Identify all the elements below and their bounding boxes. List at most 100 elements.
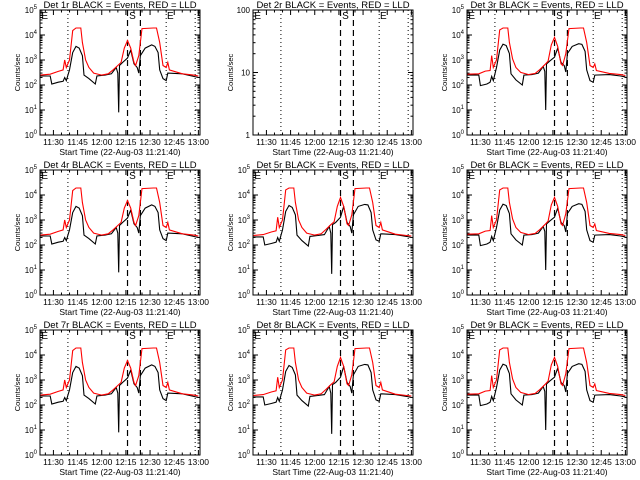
x-tick-label: 12:00 (518, 137, 540, 147)
chart-title: Det 6r BLACK = Events, RED = LLD (470, 160, 623, 171)
x-tick-label: 11:30 (43, 137, 64, 147)
series-line-events (253, 203, 412, 274)
x-tick-label: 12:45 (591, 297, 613, 307)
y-axis-label: Counts/sec (226, 53, 235, 91)
x-axis-label: Start Time (22-Aug-03 11:21:40) (59, 147, 180, 157)
y-tick-label: 10 (241, 69, 250, 78)
event-marker-label: S (342, 11, 349, 22)
event-marker-label: S (129, 171, 136, 182)
y-tick-exponent: 1 (34, 265, 38, 271)
series-line-lld (40, 347, 199, 397)
y-tick-base: 10 (25, 291, 34, 300)
y-tick-label: 105 (25, 165, 38, 175)
y-tick-exponent: 5 (247, 325, 251, 331)
x-tick-label: 11:45 (494, 297, 515, 307)
x-tick-label: 12:15 (115, 457, 137, 467)
series-line-events (40, 364, 199, 433)
y-tick-base: 10 (25, 191, 34, 200)
y-tick-label: 105 (452, 165, 465, 175)
y-tick-exponent: 2 (34, 80, 38, 86)
y-tick-exponent: 1 (34, 425, 38, 431)
x-tick-label: 12:30 (566, 137, 588, 147)
x-tick-label: 12:00 (518, 457, 540, 467)
x-axis-label: Start Time (22-Aug-03 11:21:40) (486, 467, 607, 477)
y-tick-base: 10 (25, 351, 34, 360)
x-tick-label: 12:30 (352, 457, 374, 467)
x-tick-label: 12:00 (304, 457, 326, 467)
x-tick-label: 11:45 (67, 297, 88, 307)
y-tick-label: 101 (452, 265, 465, 275)
plot-frame (39, 169, 201, 296)
chart-title: Det 1r BLACK = Events, RED = LLD (43, 0, 196, 11)
y-tick-label: 105 (452, 5, 465, 15)
x-tick-label: 11:45 (280, 297, 301, 307)
x-tick-label: 13:00 (615, 297, 637, 307)
y-axis-label: Counts/sec (226, 373, 235, 411)
x-tick-label: 12:00 (304, 297, 326, 307)
chart-title: Det 5r BLACK = Events, RED = LLD (256, 160, 409, 171)
y-tick-base: 10 (238, 351, 247, 360)
y-tick-label: 101 (25, 265, 38, 275)
y-tick-base: 10 (452, 191, 461, 200)
series-line-lld (467, 27, 626, 77)
x-tick-label: 12:00 (518, 297, 540, 307)
event-marker-label: S (342, 171, 349, 182)
y-tick-base: 10 (238, 216, 247, 225)
x-tick-label: 12:15 (115, 297, 137, 307)
y-tick-label: 105 (238, 165, 251, 175)
event-marker-label: E (380, 11, 387, 22)
y-tick-exponent: 2 (461, 400, 465, 406)
y-tick-label: 1 (246, 131, 251, 140)
y-tick-base: 10 (452, 106, 461, 115)
y-tick-label: 104 (452, 190, 465, 200)
y-tick-label: 103 (452, 375, 465, 385)
y-tick-label: 102 (452, 80, 465, 90)
event-marker-label: E (380, 171, 387, 182)
y-tick-base: 10 (452, 56, 461, 65)
x-tick-label: 12:45 (377, 137, 399, 147)
y-tick-exponent: 5 (247, 165, 251, 171)
y-tick-exponent: 0 (247, 290, 251, 296)
y-tick-base: 10 (452, 376, 461, 385)
event-marker-label: E (468, 331, 475, 342)
x-tick-label: 12:00 (91, 137, 113, 147)
x-tick-label: 12:15 (328, 297, 350, 307)
plot-frame (252, 169, 414, 296)
y-tick-base: 10 (25, 131, 34, 140)
series-line-events (40, 44, 199, 113)
x-tick-label: 11:45 (494, 457, 515, 467)
event-marker-label: E (594, 11, 601, 22)
y-tick-base: 10 (25, 166, 34, 175)
y-tick-base: 10 (25, 326, 34, 335)
chart-title: Det 3r BLACK = Events, RED = LLD (470, 0, 623, 11)
y-tick-label: 104 (25, 30, 38, 40)
plot-frame (466, 329, 628, 456)
y-tick-label: 105 (238, 325, 251, 335)
x-tick-label: 11:30 (470, 137, 491, 147)
chart-title: Det 4r BLACK = Events, RED = LLD (43, 160, 196, 171)
x-tick-label: 11:45 (280, 137, 301, 147)
y-tick-base: 10 (452, 351, 461, 360)
series-line-lld (253, 347, 412, 397)
series-line-lld (40, 187, 199, 237)
y-tick-base: 10 (452, 216, 461, 225)
y-tick-label: 101 (238, 425, 251, 435)
series-line-events (467, 203, 626, 271)
y-tick-base: 10 (25, 241, 34, 250)
x-tick-label: 12:45 (377, 297, 399, 307)
x-tick-label: 11:30 (470, 297, 491, 307)
y-tick-exponent: 3 (34, 215, 38, 221)
event-marker-label: E (468, 11, 475, 22)
x-tick-label: 12:15 (328, 457, 350, 467)
y-tick-base: 10 (25, 106, 34, 115)
x-tick-label: 13:00 (188, 137, 210, 147)
y-tick-exponent: 1 (461, 265, 465, 271)
plot-frame (39, 9, 201, 136)
y-tick-exponent: 4 (461, 30, 465, 36)
y-tick-label: 104 (452, 350, 465, 360)
event-marker-label: E (254, 11, 261, 22)
event-marker-label: S (342, 331, 349, 342)
